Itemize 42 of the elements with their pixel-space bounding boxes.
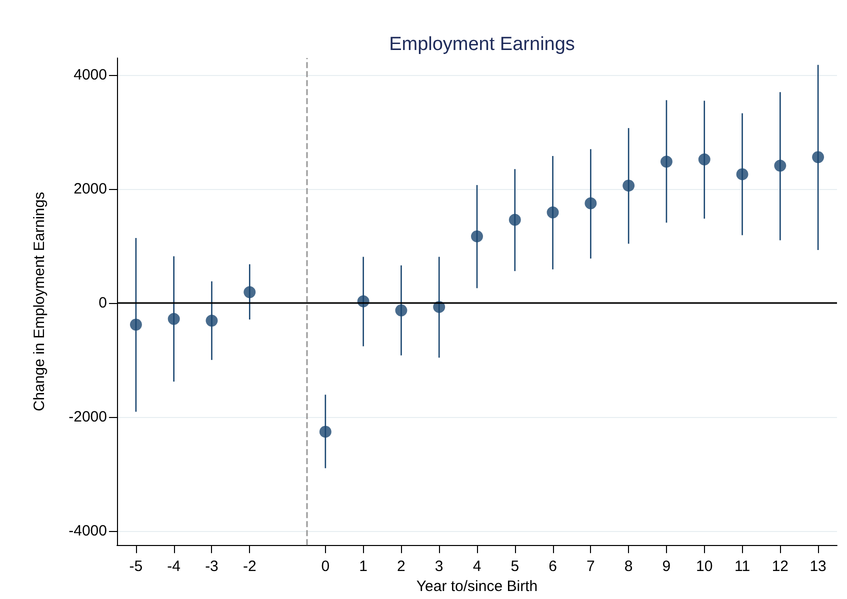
chart-title: Employment Earnings [389,34,575,55]
point [244,286,256,298]
x-tick-label: 5 [510,558,520,576]
x-tick-label: 12 [772,558,788,576]
x-axis-title: Year to/since Birth [416,578,538,595]
x-tick-label: -5 [129,558,143,576]
x-tick-label: 6 [548,558,557,576]
point [698,153,710,166]
point [395,304,408,316]
point [660,156,672,168]
point [584,197,597,210]
point [812,151,824,164]
point [774,160,786,172]
y-tick-label: 4000 [74,66,107,84]
x-tick-label: -2 [242,558,256,576]
point [168,312,180,325]
y-tick-label: 2000 [74,180,107,198]
point [622,180,635,192]
point [206,314,218,327]
x-tick-label: 7 [586,558,595,576]
point [736,168,748,180]
x-tick-label: 4 [472,558,482,576]
x-tick-label: 13 [810,558,826,576]
y-tick-label: -2000 [68,408,107,426]
point [319,426,332,438]
point [130,318,142,331]
x-tick-label: 0 [321,558,330,576]
x-tick-label: 9 [662,558,671,576]
y-tick-label: -4000 [68,522,107,540]
point [471,230,483,242]
x-tick-label: -4 [167,558,181,576]
x-tick-label: 8 [624,558,633,576]
x-tick-label: 3 [434,558,444,576]
y-tick-label: 0 [98,294,107,312]
point [546,206,559,218]
x-tick-label: 1 [359,558,368,576]
point [508,214,521,226]
x-tick-label: -3 [205,558,218,576]
x-tick-label: 2 [397,558,406,576]
y-axis-title: Change in Employment Earnings [31,192,48,412]
x-tick-label: 10 [696,558,713,576]
x-tick-label: 11 [734,558,750,576]
